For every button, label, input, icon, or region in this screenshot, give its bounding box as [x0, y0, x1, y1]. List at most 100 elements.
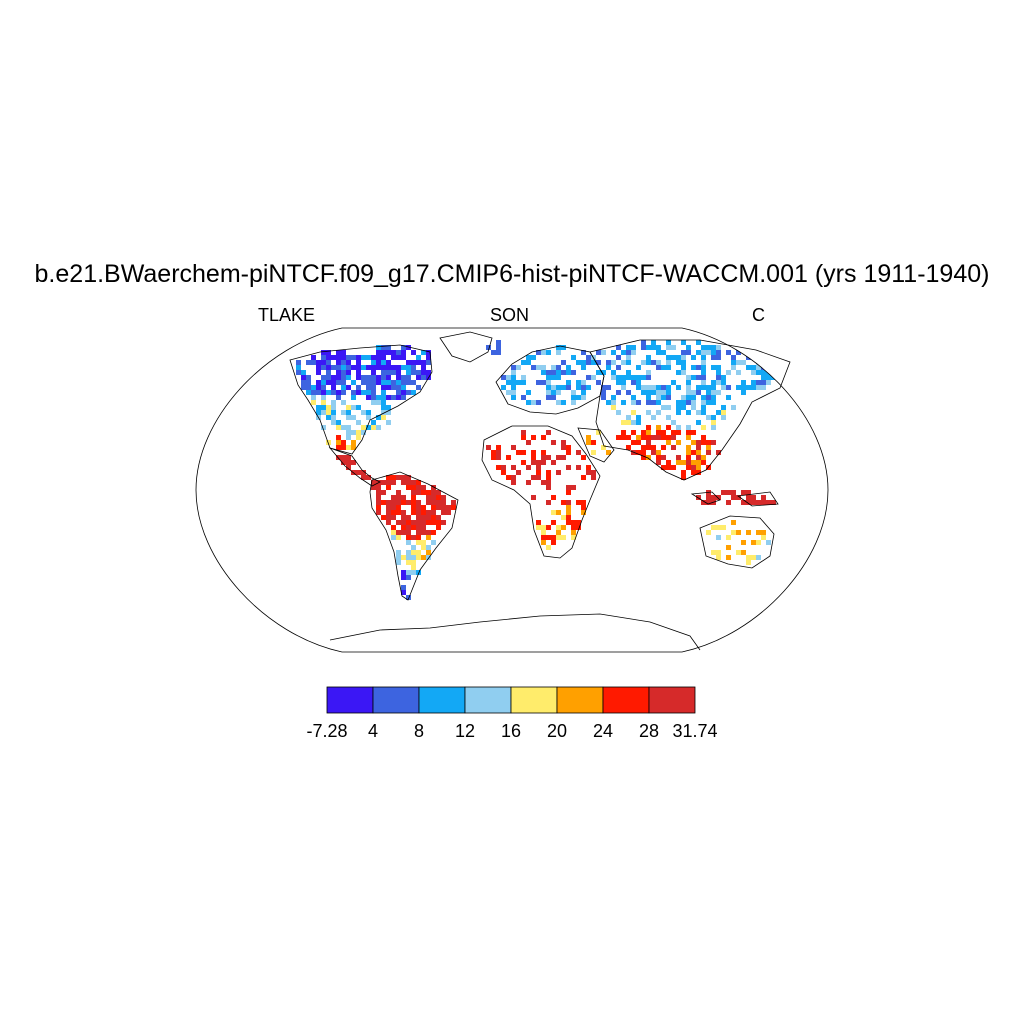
map-grid-cell — [366, 410, 371, 415]
map-grid-cell — [401, 510, 406, 515]
map-grid-cell — [726, 490, 731, 495]
map-grid-cell — [646, 360, 651, 365]
map-grid-cell — [646, 395, 651, 400]
map-grid-cell — [316, 385, 321, 390]
map-grid-cell — [661, 365, 666, 370]
map-grid-cell — [336, 435, 341, 440]
map-grid-cell — [331, 380, 336, 385]
map-grid-cell — [716, 370, 721, 375]
map-grid-cell — [321, 365, 326, 370]
map-grid-cell — [616, 435, 621, 440]
colorbar: -7.28 4 8 12 16 20 24 28 31.74 — [306, 686, 718, 741]
map-grid-cell — [766, 375, 771, 380]
map-grid-cell — [756, 365, 761, 370]
map-grid-cell — [741, 380, 746, 385]
map-grid-cell — [611, 405, 616, 410]
map-grid-cell — [756, 555, 761, 560]
map-grid-cell — [416, 375, 421, 380]
map-grid-cell — [411, 570, 416, 575]
map-grid-cell — [381, 400, 386, 405]
map-grid-cell — [356, 355, 361, 360]
map-grid-cell — [681, 470, 686, 475]
map-grid-cell — [631, 380, 636, 385]
map-grid-cell — [571, 395, 576, 400]
map-grid-cell — [691, 465, 696, 470]
colorbar-labels: -7.28 4 8 12 16 20 24 28 31.74 — [306, 721, 717, 741]
map-grid-cell — [641, 435, 646, 440]
map-grid-cell — [386, 365, 391, 370]
map-grid-cell — [341, 455, 346, 460]
map-grid-cell — [396, 390, 401, 395]
map-grid-cell — [426, 360, 431, 365]
map-grid-cell — [396, 475, 401, 480]
map-grid-cell — [336, 445, 341, 450]
map-grid-cell — [721, 410, 726, 415]
map-grid-cell — [406, 485, 411, 490]
map-grid-cell — [431, 520, 436, 525]
map-grid-cell — [361, 375, 366, 380]
map-grid-cell — [386, 485, 391, 490]
map-grid-cell — [536, 475, 541, 480]
map-grid-cell — [671, 430, 676, 435]
map-grid-cell — [716, 375, 721, 380]
map-grid-cell — [711, 355, 716, 360]
map-grid-cell — [686, 345, 691, 350]
map-grid-cell — [341, 375, 346, 380]
map-grid-cell — [741, 385, 746, 390]
map-grid-cell — [401, 385, 406, 390]
map-grid-cell — [606, 360, 611, 365]
map-grid-cell — [366, 425, 371, 430]
map-grid-cell — [311, 395, 316, 400]
map-grid-cell — [356, 405, 361, 410]
map-grid-cell — [666, 345, 671, 350]
map-grid-cell — [651, 435, 656, 440]
map-grid-cell — [581, 395, 586, 400]
map-grid-cell — [346, 370, 351, 375]
map-grid-cell — [421, 485, 426, 490]
map-grid-cell — [346, 455, 351, 460]
map-grid-cell — [736, 530, 741, 535]
map-grid-cell — [416, 500, 421, 505]
map-grid-cell — [686, 385, 691, 390]
map-grid-cell — [381, 395, 386, 400]
map-grid-cell — [511, 380, 516, 385]
map-grid-cell — [411, 565, 416, 570]
map-grid-cell — [396, 510, 401, 515]
map-grid-cell — [736, 385, 741, 390]
map-grid-cell — [741, 500, 746, 505]
map-grid-cell — [321, 410, 326, 415]
map-grid-cell — [331, 365, 336, 370]
map-grid-cell — [401, 475, 406, 480]
map-grid-cell — [701, 500, 706, 505]
map-grid-cell — [406, 540, 411, 545]
map-grid-cell — [346, 410, 351, 415]
map-grid-cell — [396, 520, 401, 525]
map-grid-cell — [691, 430, 696, 435]
map-grid-cell — [591, 375, 596, 380]
map-grid-cell — [671, 445, 676, 450]
map-grid-cell — [606, 365, 611, 370]
map-grid-cell — [571, 520, 576, 525]
map-grid-cell — [506, 475, 511, 480]
map-grid-cell — [416, 570, 421, 575]
map-grid-cell — [431, 490, 436, 495]
map-grid-cell — [601, 445, 606, 450]
map-grid-cell — [331, 355, 336, 360]
map-grid-cell — [376, 425, 381, 430]
map-grid-cell — [526, 400, 531, 405]
colorbar-box — [556, 686, 604, 714]
map-grid-cell — [711, 390, 716, 395]
map-grid-cell — [656, 460, 661, 465]
map-grid-cell — [701, 425, 706, 430]
map-grid-cell — [581, 390, 586, 395]
map-grid-cell — [666, 340, 671, 345]
map-grid-cell — [376, 490, 381, 495]
map-grid-cell — [376, 345, 381, 350]
map-grid-cell — [326, 390, 331, 395]
map-grid-cell — [496, 445, 501, 450]
map-grid-cell — [611, 375, 616, 380]
map-grid-cell — [636, 375, 641, 380]
map-grid-cell — [691, 390, 696, 395]
map-grid-cell — [436, 520, 441, 525]
map-grid-cell — [441, 505, 446, 510]
